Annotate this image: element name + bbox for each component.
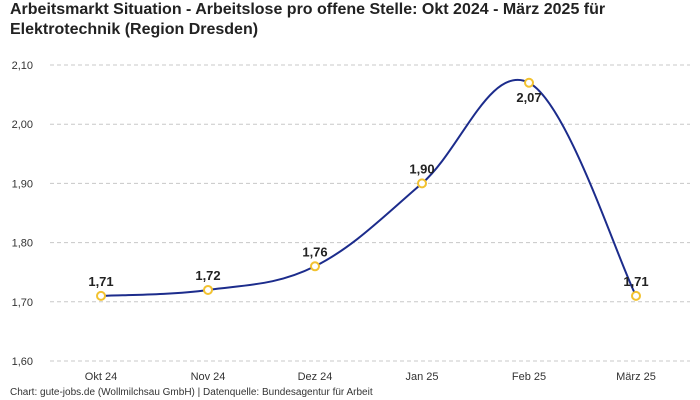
data-point [310, 261, 320, 272]
y-tick-label: 1,80 [12, 238, 33, 250]
y-tick-label: 2,00 [12, 119, 33, 131]
x-tick-label: Jan 25 [405, 371, 438, 383]
x-tick-label: Okt 24 [85, 371, 117, 383]
data-label: 1,76 [302, 244, 327, 259]
x-tick-label: Feb 25 [512, 371, 546, 383]
source-footer: Chart: gute-jobs.de (Wollmilchsau GmbH) … [10, 387, 373, 398]
data-point [524, 77, 534, 88]
x-tick-label: Nov 24 [191, 371, 226, 383]
data-label: 1,72 [195, 268, 220, 283]
y-axis-ticks: 1,60 1,70 1,80 1,90 2,00 2,10 [12, 60, 33, 368]
data-point [203, 284, 213, 295]
x-tick-label: Dez 24 [298, 371, 333, 383]
y-tick-label: 1,70 [12, 297, 33, 309]
data-point [96, 290, 106, 301]
chart-title: Arbeitsmarkt Situation - Arbeitslose pro… [10, 1, 606, 38]
x-axis-ticks: Okt 24 Nov 24 Dez 24 Jan 25 Feb 25 März 25 [85, 371, 656, 383]
data-label: 2,07 [516, 90, 541, 105]
series-line [100, 79, 637, 297]
gridlines [50, 64, 690, 362]
data-point [631, 290, 641, 301]
y-tick-label: 1,60 [12, 356, 33, 368]
y-tick-label: 1,90 [12, 178, 33, 190]
data-labels: 1,71 1,72 1,76 1,90 2,07 1,71 [88, 90, 648, 289]
data-point [417, 178, 427, 189]
data-label: 1,90 [409, 161, 434, 176]
data-label: 1,71 [623, 274, 648, 289]
x-tick-label: März 25 [616, 371, 656, 383]
data-markers [96, 77, 641, 301]
data-label: 1,71 [88, 274, 113, 289]
y-tick-label: 2,10 [12, 60, 33, 72]
